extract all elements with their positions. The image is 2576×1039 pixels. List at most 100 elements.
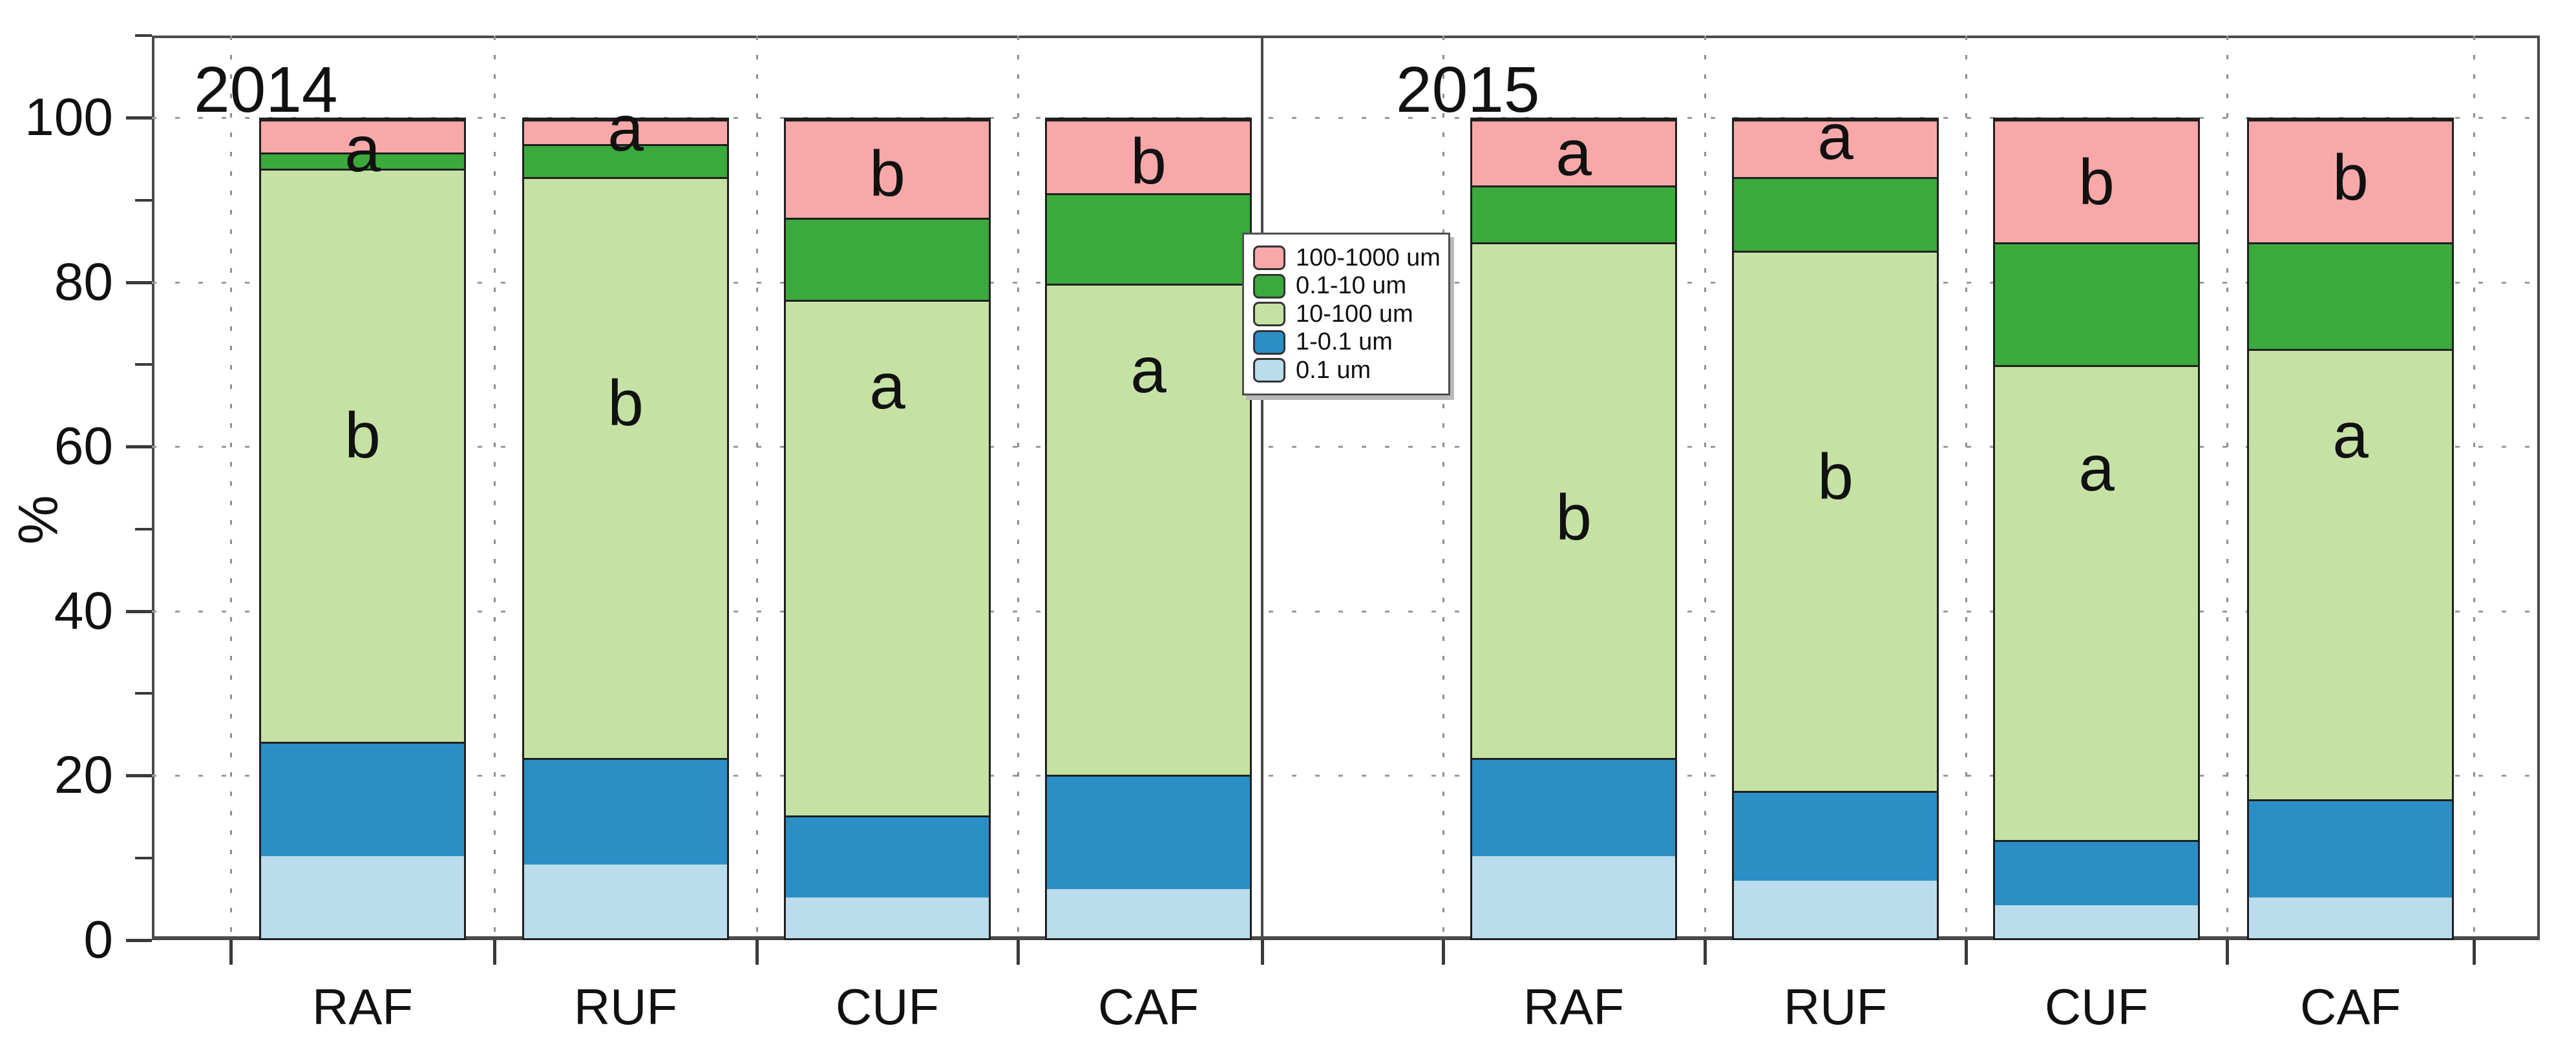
bar-segment-1-0-1-um	[786, 815, 989, 897]
x-gridline	[230, 36, 232, 940]
bar-segment-10-100-um	[1995, 365, 2198, 840]
legend-item: 100-1000 um	[1253, 244, 1441, 271]
y-tick-label: 20	[54, 746, 113, 805]
significance-letter: a	[1130, 333, 1167, 406]
bar-segment-1-0-1-um	[1995, 840, 2198, 906]
x-gridline	[756, 36, 758, 940]
bar-segment-1-0-1-um	[1472, 758, 1675, 857]
x-gridline	[2226, 36, 2228, 940]
legend: 100-1000 um 0.1-10 um 10-100 um 1-0.1 um 0.1…	[1242, 233, 1450, 395]
bar-segment-100-1000-um	[1472, 120, 1675, 185]
legend-label: 0.1 um	[1296, 356, 1371, 384]
y-tick-label: 40	[54, 581, 113, 640]
bar-segment-0-1-um	[2249, 897, 2452, 938]
y-axis-tick	[126, 939, 152, 942]
significance-letter: b	[344, 399, 381, 472]
y-tick-label: 100	[25, 88, 113, 147]
x-category-label: CAF	[1098, 978, 1199, 1035]
x-gridline	[494, 36, 496, 940]
x-axis-tick	[229, 940, 233, 965]
x-axis-tick	[1017, 940, 1020, 965]
x-axis-tick	[1442, 940, 1445, 965]
y-gridline	[152, 775, 2540, 777]
significance-letter: a	[1556, 117, 1592, 190]
x-gridline	[2473, 36, 2475, 940]
bar-segment-0-1-10-um	[1047, 193, 1250, 284]
significance-letter: b	[1817, 440, 1853, 513]
panel-divider	[1261, 36, 1263, 940]
y-axis-minor-tick	[135, 198, 152, 202]
legend-item: 0.1-10 um	[1253, 272, 1439, 299]
significance-letter: b	[607, 366, 644, 439]
x-category-label: CAF	[2300, 978, 2401, 1035]
significance-letter: a	[2078, 432, 2115, 505]
bar-segment-0-1-10-um	[261, 152, 464, 169]
legend-swatch	[1253, 358, 1285, 383]
x-gridline	[1442, 36, 1444, 940]
x-axis-tick	[2226, 940, 2229, 965]
x-axis-tick	[1704, 940, 1707, 965]
bar-segment-100-1000-um	[1995, 120, 2198, 243]
bar-segment-10-100-um	[1734, 250, 1937, 791]
bar-segment-10-100-um	[2249, 348, 2452, 799]
legend-item: 0.1 um	[1253, 356, 1439, 384]
y-tick-label: 80	[54, 252, 113, 311]
legend-label: 0.1-10 um	[1296, 272, 1407, 299]
y-gridline	[152, 117, 2540, 120]
y-gridline	[152, 446, 2540, 448]
x-axis-tick	[493, 940, 496, 965]
legend-label: 100-1000 um	[1296, 244, 1441, 271]
bar-segment-10-100-um	[524, 176, 727, 759]
y-axis-minor-tick	[135, 692, 152, 695]
bar-segment-10-100-um	[786, 299, 989, 815]
bar-segment-100-1000-um	[261, 120, 464, 152]
y-axis-tick	[126, 116, 152, 120]
significance-letter: b	[1130, 125, 1167, 198]
x-axis-tick	[1965, 940, 1968, 965]
x-axis-tick	[2473, 940, 2476, 965]
bar-segment-0-1-um	[1734, 881, 1937, 938]
bar-segment-100-1000-um	[786, 120, 989, 218]
significance-letter: b	[1556, 481, 1592, 554]
legend-swatch	[1253, 330, 1285, 355]
y-axis-label: %	[7, 495, 70, 545]
legend-swatch	[1253, 302, 1285, 326]
y-axis-tick	[126, 280, 152, 284]
bar-segment-1-0-1-um	[1047, 774, 1250, 889]
bar-segment-100-1000-um	[1734, 120, 1937, 177]
bar-segment-0-1-10-um	[1734, 176, 1937, 251]
x-category-label: CUF	[835, 978, 940, 1035]
x-gridline	[1704, 36, 1706, 940]
bar-segment-0-1-10-um	[524, 144, 727, 177]
significance-letter: a	[2332, 399, 2369, 472]
bar-segment-10-100-um	[1047, 283, 1250, 775]
y-axis-minor-tick	[135, 856, 152, 859]
bar-segment-0-1-um	[524, 864, 727, 938]
y-axis-tick	[126, 445, 152, 449]
x-category-label: RAF	[1523, 978, 1624, 1035]
y-axis-tick	[126, 609, 152, 613]
y-axis-minor-tick	[135, 363, 152, 366]
bar-segment-100-1000-um	[524, 120, 727, 145]
significance-letter: a	[869, 350, 905, 423]
bar-segment-0-1-um	[786, 897, 989, 938]
bar-segment-1-0-1-um	[261, 741, 464, 857]
x-gridline	[1965, 36, 1967, 940]
y-tick-label: 60	[54, 417, 113, 476]
x-category-label: RAF	[312, 978, 413, 1035]
significance-letter: b	[2332, 142, 2369, 215]
x-category-label: CUF	[2044, 978, 2149, 1035]
legend-swatch	[1253, 246, 1285, 270]
bar-segment-0-1-um	[1472, 856, 1675, 938]
bar-segment-0-1-10-um	[1472, 185, 1675, 243]
panel-title-2015: 2015	[1396, 54, 1540, 126]
bar-segment-1-0-1-um	[2249, 799, 2452, 897]
